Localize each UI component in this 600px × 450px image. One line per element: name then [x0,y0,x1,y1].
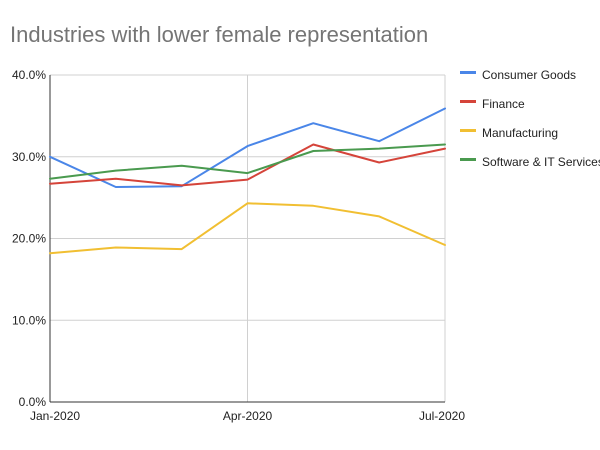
axes [49,75,445,403]
legend-label: Software & IT Services [482,155,600,169]
series-line-manufacturing [49,202,446,255]
y-tick-label: 30.0% [12,150,46,164]
series-line-finance [49,143,446,187]
x-tick-label: Apr-2020 [223,409,273,423]
legend-swatch [460,100,476,103]
gridlines [50,74,446,402]
legend-swatch [460,158,476,161]
y-tick-label: 20.0% [12,232,46,246]
legend-label: Consumer Goods [482,68,576,82]
series-lines [49,107,446,255]
series-line-software-it-services [49,143,446,180]
y-tick-label: 10.0% [12,313,46,327]
legend-swatch [460,71,476,74]
x-tick-label: Jan-2020 [30,409,80,423]
legend-label: Finance [482,97,525,111]
legend: Consumer Goods Finance Manufacturing Softwa… [460,68,600,169]
y-tick-label: 0.0% [19,395,47,409]
series-line-consumer-goods [49,107,446,188]
legend-swatch [460,129,476,132]
legend-label: Manufacturing [482,126,558,140]
tick-labels: 0.0% 10.0% 20.0% 30.0% 40.0% Jan-2020 Apr-2020… [12,68,465,423]
x-tick-label: Jul-2020 [419,409,465,423]
y-tick-label: 40.0% [12,68,46,82]
chart-title: Industries with lower female representat… [10,22,429,47]
